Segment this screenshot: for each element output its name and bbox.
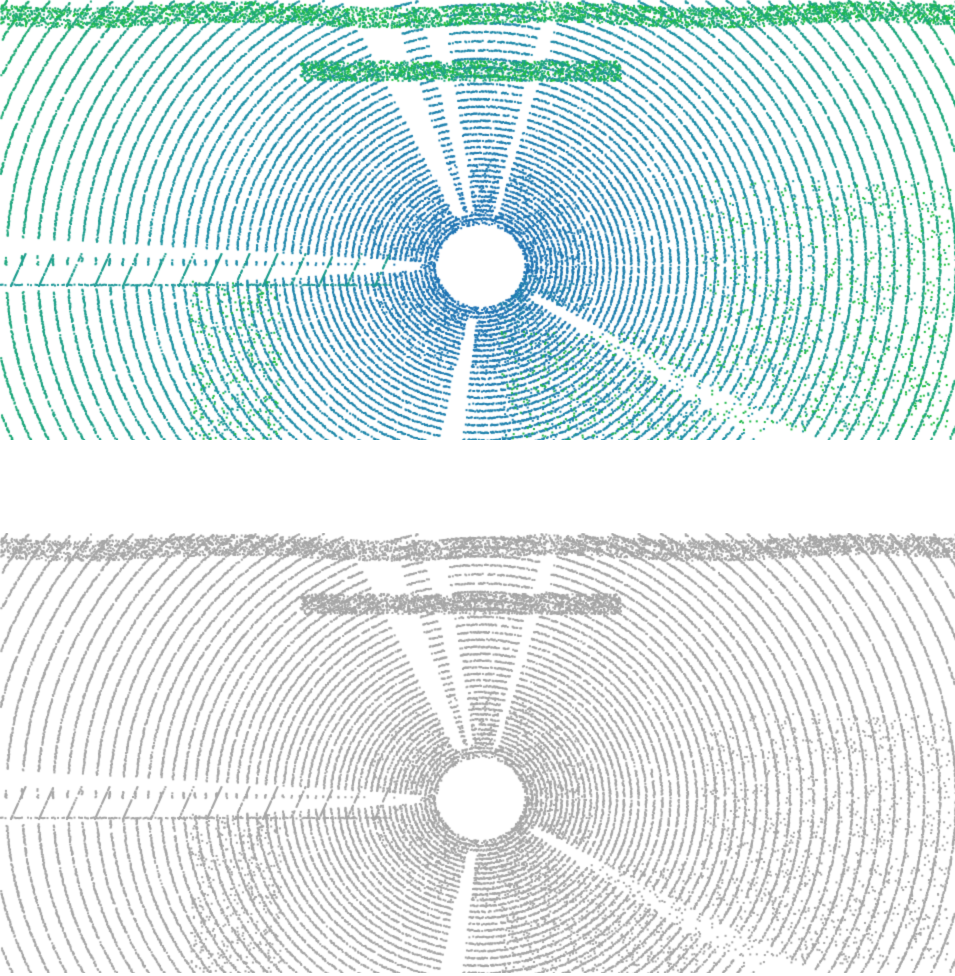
pointcloud-canvas-gray [0,533,955,973]
lidar-pointcloud-gray-view [0,533,955,973]
lidar-pointcloud-colored-view [0,0,955,440]
pointcloud-canvas-colored [0,0,955,440]
